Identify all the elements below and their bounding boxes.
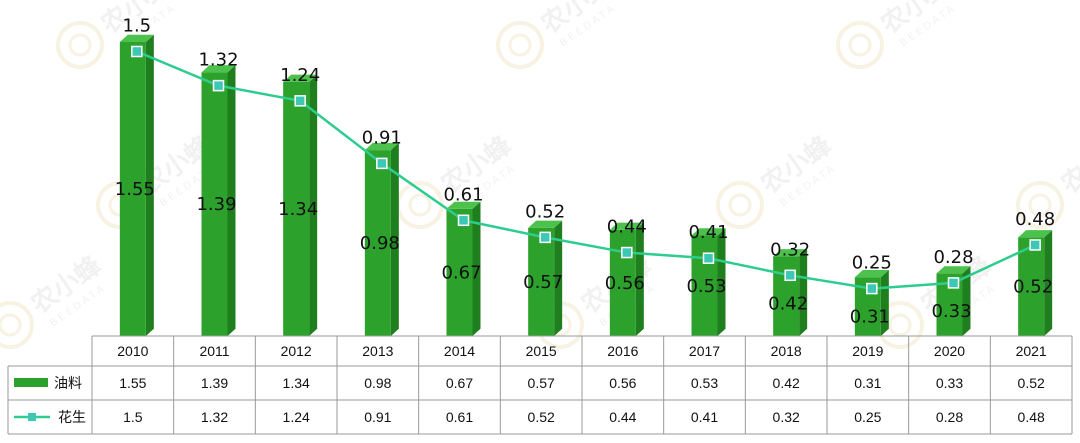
line-value-label: 0.28 xyxy=(933,247,973,268)
line-value-label: 0.52 xyxy=(525,201,565,222)
table-header-year: 2013 xyxy=(362,343,393,359)
line-marker-2013 xyxy=(376,157,388,170)
line-path xyxy=(136,50,1036,290)
line-value-label: 1.32 xyxy=(198,50,238,71)
bar-2013 xyxy=(364,142,399,336)
table-cell-peanut: 0.28 xyxy=(936,409,963,425)
svg-text:花生: 花生 xyxy=(58,409,86,425)
line-marker-2016 xyxy=(621,246,633,259)
table-cell-peanut: 0.61 xyxy=(446,409,473,425)
line-marker-2010 xyxy=(131,45,143,58)
table-cell-oil: 1.55 xyxy=(119,375,146,391)
table-header-year: 2011 xyxy=(199,343,229,359)
table-cell-oil: 0.53 xyxy=(691,375,718,391)
bar-value-label: 0.33 xyxy=(931,301,971,322)
table-cell-oil: 0.42 xyxy=(773,375,800,391)
bar-value-label: 0.67 xyxy=(441,262,481,283)
bar-value-label: 0.57 xyxy=(523,272,563,293)
line-value-label: 0.61 xyxy=(443,184,483,205)
table-cell-oil: 0.56 xyxy=(609,375,636,391)
data-labels: 1.55 1.39 1.34 0.98 0.67 0.57 0.56 0.53 0.42 0.31… xyxy=(115,15,1055,327)
bar-value-label: 0.31 xyxy=(850,307,890,328)
table-header-year: 2020 xyxy=(934,343,965,359)
bar-2014 xyxy=(446,201,481,336)
bar-value-label: 1.55 xyxy=(115,179,155,200)
line-series xyxy=(131,45,1041,295)
table-cell-peanut: 1.5 xyxy=(123,409,143,425)
table-header-year: 2017 xyxy=(689,343,720,359)
bar-value-label: 1.34 xyxy=(278,199,318,220)
table-cell-peanut: 0.25 xyxy=(854,409,881,425)
line-marker-2020 xyxy=(947,277,960,289)
table-cell-peanut: 0.48 xyxy=(1018,409,1045,425)
line-value-label: 1.5 xyxy=(123,15,152,36)
table-cell-oil: 0.33 xyxy=(936,375,963,391)
table-header-year: 2021 xyxy=(1016,343,1047,359)
table-header-year: 2018 xyxy=(771,343,802,359)
table-cell-oil: 0.52 xyxy=(1018,375,1045,391)
table-cell-oil: 0.31 xyxy=(854,375,881,391)
bar-value-label: 0.56 xyxy=(605,273,645,294)
bar-value-label: 0.98 xyxy=(360,233,400,254)
table-cell-oil: 0.67 xyxy=(446,375,473,391)
table-header-year: 2015 xyxy=(526,343,557,359)
table-cell-oil: 0.98 xyxy=(364,375,391,391)
line-marker-2018 xyxy=(784,269,796,282)
table-cell-peanut: 0.32 xyxy=(773,409,800,425)
line-value-label: 0.41 xyxy=(688,222,728,243)
table-header-year: 2014 xyxy=(444,343,475,359)
legend-key-oil: 油料 xyxy=(14,375,82,391)
bar-value-label: 1.39 xyxy=(196,194,236,215)
table-cell-peanut: 1.32 xyxy=(201,409,228,425)
bar-2011 xyxy=(201,65,236,337)
line-value-label: 0.48 xyxy=(1015,209,1055,230)
table-header-year: 2012 xyxy=(281,343,312,359)
svg-text:农小蜂: 农小蜂 xyxy=(1055,130,1080,200)
line-marker-2014 xyxy=(457,214,470,227)
table-header-year: 2016 xyxy=(607,343,638,359)
bar-value-label: 0.52 xyxy=(1013,277,1053,298)
table-cell-peanut: 0.44 xyxy=(609,409,636,425)
bar-value-label: 0.42 xyxy=(768,293,808,314)
line-marker-2012 xyxy=(294,95,306,107)
line-marker-2015 xyxy=(539,231,551,244)
svg-text:油料: 油料 xyxy=(54,375,82,391)
table-cell-peanut: 0.91 xyxy=(364,409,391,425)
data-table: 2010 2011 2012 2013 2014 2015 2016 2017 2018 2019… xyxy=(7,335,1073,435)
table-cell-oil: 1.39 xyxy=(201,375,228,391)
bar-2010 xyxy=(119,34,154,337)
bar-2021 xyxy=(1018,230,1053,336)
line-marker-2011 xyxy=(212,79,225,92)
table-header-year: 2010 xyxy=(117,343,148,359)
bar-2017 xyxy=(691,228,726,336)
line-marker-2019 xyxy=(866,282,878,295)
line-marker-2021 xyxy=(1029,239,1041,251)
line-value-label: 0.44 xyxy=(607,217,647,238)
line-value-label: 0.32 xyxy=(770,239,810,260)
line-value-label: 0.91 xyxy=(362,127,402,148)
table-cell-peanut: 0.41 xyxy=(691,409,718,425)
bar-value-label: 0.53 xyxy=(686,276,726,297)
bar-2012 xyxy=(283,74,318,336)
table-cell-oil: 1.34 xyxy=(283,375,310,391)
line-marker-2017 xyxy=(702,252,715,264)
legend-key-peanut: 花生 xyxy=(14,409,86,425)
line-value-label: 1.24 xyxy=(280,65,320,86)
table-cell-peanut: 1.24 xyxy=(283,409,310,425)
bar-2015 xyxy=(528,220,563,336)
table-cell-oil: 0.57 xyxy=(528,375,555,391)
table-cell-peanut: 0.52 xyxy=(528,409,555,425)
table-header-year: 2019 xyxy=(852,343,883,359)
line-value-label: 0.25 xyxy=(852,253,892,274)
